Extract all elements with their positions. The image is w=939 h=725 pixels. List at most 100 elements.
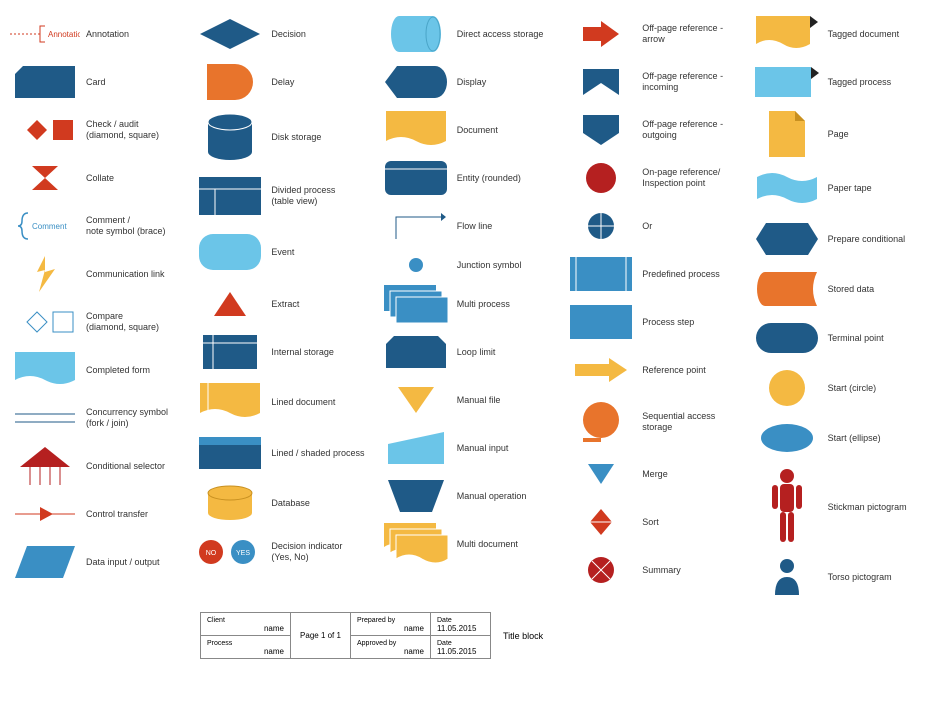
refpoint-cell: Reference point xyxy=(566,346,743,394)
annotation-tag: Annotation xyxy=(48,30,80,39)
datainput-cell: Data input / output xyxy=(10,538,187,586)
prepcond-cell: Prepare conditional xyxy=(752,214,929,264)
seqaccess-label: Sequential access storage xyxy=(636,411,743,433)
or-cell: Or xyxy=(566,202,743,250)
extract-label: Extract xyxy=(265,299,372,310)
seqaccess-cell: Sequential access storage xyxy=(566,394,743,450)
stickman-cell: Stickman pictogram xyxy=(752,462,929,552)
comment-tag: Comment xyxy=(32,222,67,231)
refpoint-label: Reference point xyxy=(636,365,743,376)
multiproc-label: Multi process xyxy=(451,299,558,310)
or-label: Or xyxy=(636,221,743,232)
taggedproc-cell: Tagged process xyxy=(752,58,929,106)
ctrltransfer-label: Control transfer xyxy=(80,509,187,520)
internal-cell: Internal storage xyxy=(195,328,372,376)
legend-col5: Tagged document Tagged process Page Pape… xyxy=(752,10,929,602)
startcircle-label: Start (circle) xyxy=(822,383,929,394)
sort-cell: Sort xyxy=(566,498,743,546)
terminal-cell: Terminal point xyxy=(752,314,929,362)
divided-label: Divided process (table view) xyxy=(265,185,372,207)
completed-cell: Completed form xyxy=(10,346,187,394)
display-cell: Display xyxy=(381,58,558,106)
torso-label: Torso pictogram xyxy=(822,572,929,583)
svg-text:YES: YES xyxy=(236,550,250,557)
card-label: Card xyxy=(80,77,187,88)
document-cell: Document xyxy=(381,106,558,154)
ctrltransfer-cell: Control transfer xyxy=(10,490,187,538)
multidoc-cell: Multi document xyxy=(381,520,558,568)
papertape-cell: Paper tape xyxy=(752,162,929,214)
prepcond-label: Prepare conditional xyxy=(822,234,929,245)
flowchart-legend-grid: Annotation Annotation Card Check / audit… xyxy=(10,10,929,602)
terminal-label: Terminal point xyxy=(822,333,929,344)
onpage-cell: On-page reference/ Inspection point xyxy=(566,154,743,202)
condsel-cell: Conditional selector xyxy=(10,442,187,490)
page-cell: Page xyxy=(752,106,929,162)
predefined-cell: Predefined process xyxy=(566,250,743,298)
check-cell: Check / audit (diamond, square) xyxy=(10,106,187,154)
sort-label: Sort xyxy=(636,517,743,528)
merge-cell: Merge xyxy=(566,450,743,498)
collate-label: Collate xyxy=(80,173,187,184)
junction-label: Junction symbol xyxy=(451,260,558,271)
delay-label: Delay xyxy=(265,77,372,88)
directaccess-cell: Direct access storage xyxy=(381,10,558,58)
title-block-label: Title block xyxy=(491,631,543,641)
title-block-table: Clientname Page 1 of 1 Prepared byname D… xyxy=(200,612,491,659)
manualinput-cell: Manual input xyxy=(381,424,558,472)
annotation-cell: Annotation Annotation xyxy=(10,10,187,58)
completed-label: Completed form xyxy=(80,365,187,376)
document-label: Document xyxy=(451,125,558,136)
junction-cell: Junction symbol xyxy=(381,250,558,280)
offarrow-cell: Off-page reference - arrow xyxy=(566,10,743,58)
looplimit-cell: Loop limit xyxy=(381,328,558,376)
legend-col3: Direct access storage Display Document E… xyxy=(381,10,558,602)
manualinput-label: Manual input xyxy=(451,443,558,454)
manualfile-label: Manual file xyxy=(451,395,558,406)
disk-cell: Disk storage xyxy=(195,106,372,168)
title-block-row: Clientname Page 1 of 1 Prepared byname D… xyxy=(10,612,929,659)
legend-col1: Annotation Annotation Card Check / audit… xyxy=(10,10,187,602)
event-label: Event xyxy=(265,247,372,258)
compare-label: Compare (diamond, square) xyxy=(80,311,187,333)
check-label: Check / audit (diamond, square) xyxy=(80,119,187,141)
offincoming-label: Off-page reference - incoming xyxy=(636,71,743,93)
divided-cell: Divided process (table view) xyxy=(195,168,372,224)
decision-cell: Decision xyxy=(195,10,372,58)
storeddata-label: Stored data xyxy=(822,284,929,295)
manualop-cell: Manual operation xyxy=(381,472,558,520)
linedproc-label: Lined / shaded process xyxy=(265,448,372,459)
looplimit-label: Loop limit xyxy=(451,347,558,358)
taggedproc-label: Tagged process xyxy=(822,77,929,88)
directaccess-label: Direct access storage xyxy=(451,29,558,40)
taggeddoc-label: Tagged document xyxy=(822,29,929,40)
legend-col4: Off-page reference - arrow Off-page refe… xyxy=(566,10,743,602)
datainput-label: Data input / output xyxy=(80,557,187,568)
lineddoc-cell: Lined document xyxy=(195,376,372,428)
comment-cell: Comment Comment / note symbol (brace) xyxy=(10,202,187,250)
decindicator-label: Decision indicator (Yes, No) xyxy=(265,541,372,563)
database-label: Database xyxy=(265,498,372,509)
offoutgoing-cell: Off-page reference - outgoing xyxy=(566,106,743,154)
storeddata-cell: Stored data xyxy=(752,264,929,314)
taggeddoc-cell: Tagged document xyxy=(752,10,929,58)
startellipse-label: Start (ellipse) xyxy=(822,433,929,444)
concurrency-label: Concurrency symbol (fork / join) xyxy=(80,407,187,429)
concurrency-cell: Concurrency symbol (fork / join) xyxy=(10,394,187,442)
torso-cell: Torso pictogram xyxy=(752,552,929,602)
annotation-label: Annotation xyxy=(80,29,187,40)
card-cell: Card xyxy=(10,58,187,106)
manualop-label: Manual operation xyxy=(451,491,558,502)
entity-cell: Entity (rounded) xyxy=(381,154,558,202)
condsel-label: Conditional selector xyxy=(80,461,187,472)
display-label: Display xyxy=(451,77,558,88)
compare-cell: Compare (diamond, square) xyxy=(10,298,187,346)
disk-label: Disk storage xyxy=(265,132,372,143)
database-cell: Database xyxy=(195,478,372,528)
startcircle-cell: Start (circle) xyxy=(752,362,929,414)
page-label: Page xyxy=(822,129,929,140)
decindicator-cell: NOYES Decision indicator (Yes, No) xyxy=(195,528,372,576)
entity-label: Entity (rounded) xyxy=(451,173,558,184)
offoutgoing-label: Off-page reference - outgoing xyxy=(636,119,743,141)
procstep-label: Process step xyxy=(636,317,743,328)
